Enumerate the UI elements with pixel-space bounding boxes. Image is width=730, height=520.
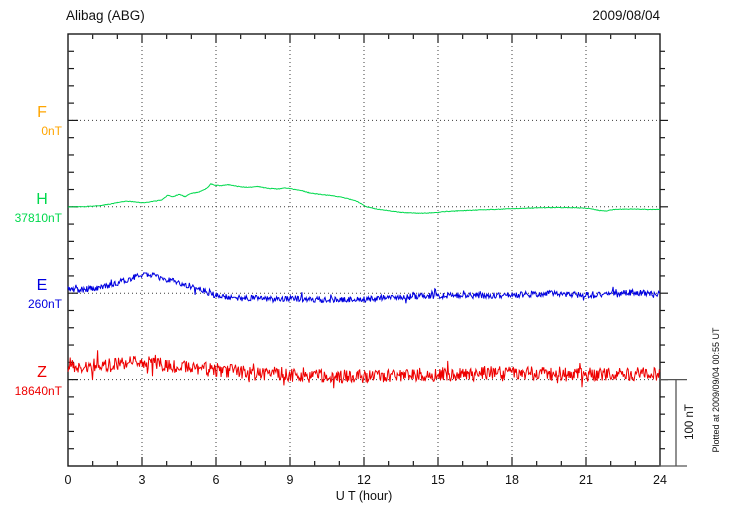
series-letter-E: E: [36, 277, 48, 295]
x-tick-label: 24: [653, 473, 667, 487]
x-tick-label: 18: [505, 473, 519, 487]
series-baseline-value-F: 0nT: [41, 124, 62, 139]
plot-date: 2009/08/04: [592, 8, 660, 23]
x-tick-label: 3: [138, 473, 146, 487]
series-baseline-value-H: 37810nT: [14, 210, 62, 225]
station-title: Alibag (ABG): [66, 8, 145, 23]
plot-border: [67, 33, 661, 467]
trace-Z: [67, 350, 661, 389]
series-letter-F: F: [37, 104, 47, 122]
trace-E: [67, 271, 661, 304]
x-tick-label: 15: [431, 473, 445, 487]
x-tick-label: 12: [357, 473, 371, 487]
x-tick-label: 21: [579, 473, 593, 487]
plotted-at-note: Plotted at 2009/09/04 00:55 UT: [711, 327, 721, 453]
trace-H: [67, 183, 661, 214]
series-letter-Z: Z: [37, 363, 47, 381]
x-tick-label: 0: [64, 473, 72, 487]
scale-bar-label: 100 nT: [684, 404, 696, 440]
series-baseline-value-E: 260nT: [27, 297, 62, 312]
x-tick-label: 9: [286, 473, 294, 487]
series-baseline-value-Z: 18640nT: [14, 383, 62, 398]
x-axis-title: U T (hour): [335, 489, 393, 503]
series-letter-H: H: [36, 190, 48, 208]
x-tick-label: 6: [212, 473, 220, 487]
